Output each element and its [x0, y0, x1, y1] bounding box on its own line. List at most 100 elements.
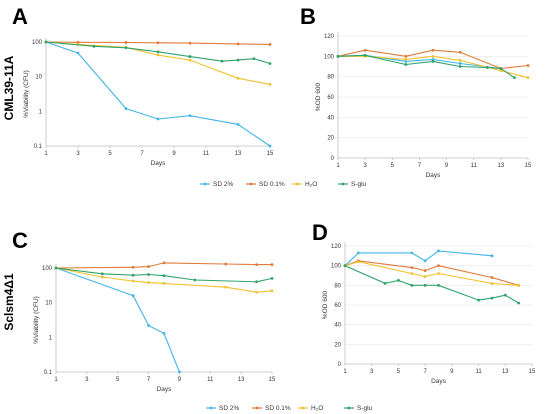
x-tick-label-d: 15 — [529, 369, 536, 375]
x-tick-label-c: 11 — [207, 377, 214, 383]
data-point-d-s-glu — [437, 283, 440, 287]
data-point-c-sd-0-1 — [162, 261, 166, 265]
panel-letter-c: C — [12, 228, 28, 253]
data-point-c-sd-0-1 — [147, 265, 150, 268]
data-point-c-sd-0-1 — [224, 262, 228, 266]
legend-label-sd-2: SD 2% — [213, 181, 233, 188]
data-point-b-s-glu — [458, 65, 462, 68]
legend-bottom: SD 2% SD 0.1% H₂O S-glu — [206, 405, 373, 412]
data-point-b-s-glu — [404, 63, 408, 66]
series-line-d-sd-2 — [344, 250, 492, 267]
data-point-a-h-o — [236, 76, 240, 80]
legend-label-sd-0-1: SD 0.1% — [259, 181, 285, 188]
data-point-b-sd-2 — [404, 60, 408, 63]
legend-marker-sd-2 — [209, 406, 213, 410]
y-tick-label-d: 20 — [334, 342, 341, 348]
data-point-d-s-glu — [503, 293, 507, 297]
data-point-c-h-o — [147, 281, 150, 284]
data-point-a-sd-0-1 — [156, 41, 160, 45]
data-point-d-h-o — [437, 272, 440, 275]
data-point-c-sd-0-1 — [270, 263, 274, 267]
data-point-c-s-glu — [270, 277, 274, 280]
data-point-a-sd-2 — [156, 117, 160, 121]
x-tick-label-b: 13 — [498, 163, 505, 169]
data-point-d-h-o — [517, 283, 521, 287]
y-tick-label-c: 0.1 — [44, 370, 53, 376]
series-line-c-s-glu — [55, 267, 273, 283]
x-tick-label-a: 3 — [76, 151, 80, 157]
y-tick-label-b: 60 — [327, 95, 334, 101]
x-tick-label-d: 11 — [475, 369, 482, 375]
x-tick-label-c: 5 — [116, 377, 120, 383]
x-axis-title-b: Days — [426, 172, 442, 179]
data-point-a-sd-0-1 — [188, 41, 192, 45]
data-point-a-s-glu — [156, 50, 160, 54]
series-line-c-h-o — [55, 267, 273, 293]
data-point-d-s-glu — [410, 283, 414, 287]
data-point-d-s-glu — [423, 283, 427, 287]
data-point-d-h-o — [423, 275, 427, 278]
x-tick-label-a: 13 — [235, 151, 242, 157]
legend-marker-h-o — [301, 406, 305, 410]
data-point-c-s-glu — [193, 278, 197, 282]
x-tick-label-b: 9 — [445, 163, 449, 169]
legend-marker-sd-0-1 — [249, 182, 253, 186]
y-tick-label-a: 1 — [39, 109, 43, 115]
data-point-c-sd-2 — [147, 324, 150, 327]
series-line-b-s-glu — [337, 54, 515, 79]
data-point-c-sd-0-1 — [131, 265, 135, 269]
legend-label-s-glu: S-glu — [357, 405, 373, 412]
data-point-b-s-glu — [431, 60, 435, 63]
data-point-a-s-glu — [92, 44, 96, 48]
y-tick-label-b: 20 — [327, 136, 334, 142]
legend-top: SD 2% SD 0.1% H₂O S-glu — [200, 181, 367, 188]
y-axis-title-c: %Viability (CFU) — [33, 296, 40, 344]
data-point-d-s-glu — [383, 281, 387, 285]
y-tick-label-d: 120 — [331, 244, 342, 250]
y-tick-label-d: 40 — [334, 323, 341, 329]
legend-label-h-o: H₂O — [305, 181, 317, 188]
data-point-a-s-glu — [44, 40, 48, 44]
data-point-a-s-glu — [268, 62, 272, 65]
data-point-b-sd-0-1 — [404, 54, 408, 58]
x-tick-label-a: 15 — [267, 151, 274, 157]
data-point-b-sd-0-1 — [458, 50, 462, 54]
data-point-b-h-o — [499, 69, 503, 72]
data-point-a-s-glu — [236, 58, 240, 62]
y-tick-label-d: 0 — [338, 362, 342, 368]
data-point-b-s-glu — [499, 67, 503, 70]
data-point-c-h-o — [224, 285, 228, 289]
y-tick-label-b: 80 — [327, 75, 334, 81]
x-tick-label-d: 7 — [423, 369, 427, 375]
x-tick-label-c: 3 — [85, 377, 89, 383]
data-point-a-sd-0-1 — [76, 40, 80, 44]
y-axis-title-b: %OD 600 — [315, 83, 322, 112]
y-tick-label-a: 0.1 — [34, 144, 43, 150]
data-point-d-s-glu — [477, 298, 480, 302]
data-point-d-h-o — [410, 272, 414, 275]
x-tick-label-d: 5 — [397, 369, 401, 375]
data-point-c-s-glu — [147, 273, 150, 276]
data-point-c-s-glu — [162, 274, 166, 278]
data-point-c-s-glu — [100, 272, 104, 276]
data-point-a-s-glu — [220, 59, 224, 63]
legend-label-s-glu: S-glu — [351, 181, 367, 188]
y-tick-label-a: 10 — [35, 75, 42, 81]
x-tick-label-d: 13 — [502, 369, 509, 375]
data-point-d-s-glu — [343, 264, 347, 268]
x-tick-label-b: 11 — [471, 163, 478, 169]
data-point-c-h-o — [255, 290, 258, 294]
data-point-b-s-glu — [363, 53, 367, 57]
series-line-a-sd-2 — [45, 41, 271, 147]
data-point-d-s-glu — [517, 301, 521, 305]
x-tick-label-c: 13 — [238, 377, 245, 383]
data-point-c-h-o — [100, 275, 104, 279]
data-point-b-sd-0-1 — [526, 64, 530, 67]
y-tick-label-b: 40 — [327, 115, 334, 121]
series-line-d-s-glu — [344, 265, 519, 304]
data-point-d-s-glu — [490, 296, 494, 300]
data-point-c-s-glu — [255, 280, 258, 284]
y-tick-label-c: 100 — [42, 266, 53, 272]
data-point-b-h-o — [458, 59, 462, 62]
